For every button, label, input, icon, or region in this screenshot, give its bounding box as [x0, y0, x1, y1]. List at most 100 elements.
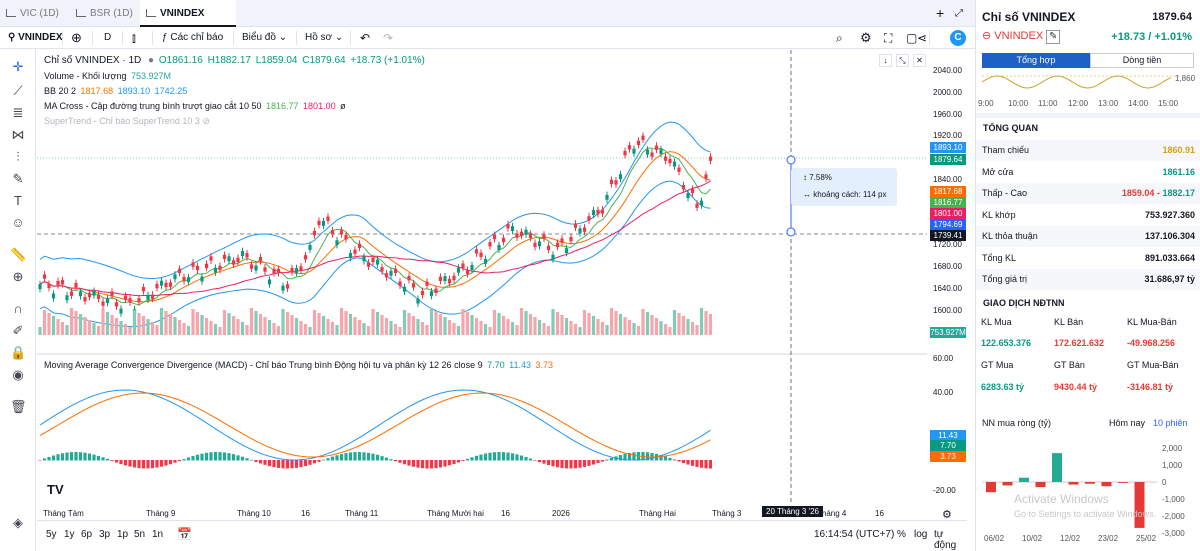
- candle-body: [686, 193, 690, 198]
- close-icon[interactable]: ✕: [913, 54, 926, 67]
- range-1m[interactable]: 1p: [117, 529, 129, 540]
- tab-vnindex[interactable]: VNINDEX (1D)✕: [140, 0, 236, 46]
- chart-svg[interactable]: [37, 50, 967, 520]
- auto-toggle[interactable]: tự động: [934, 529, 957, 551]
- candle-body: [330, 230, 335, 235]
- volume-bar: [654, 318, 659, 335]
- pattern-icon[interactable]: ⋈: [11, 127, 25, 142]
- clock-time[interactable]: 16:14:54 (UTC+7): [814, 529, 895, 540]
- chart-icon: [76, 9, 86, 17]
- volume-bar: [272, 323, 276, 335]
- histogram-bar: [195, 454, 200, 461]
- intraday-sparkline[interactable]: [982, 70, 1194, 100]
- value-badge: 1893.10: [930, 142, 966, 153]
- histogram-bar: [519, 455, 524, 461]
- fullscreen-icon[interactable]: ⛶: [884, 31, 893, 45]
- histogram-bar: [173, 460, 177, 463]
- arrow-down-icon[interactable]: ↓: [879, 54, 892, 67]
- zoom-in-icon[interactable]: ⊕: [12, 269, 24, 284]
- nn-bar: [1002, 482, 1013, 486]
- divider: [62, 31, 63, 45]
- ruler-icon[interactable]: 📏: [10, 247, 27, 262]
- range-5y[interactable]: 5y: [46, 529, 57, 540]
- compare-icon[interactable]: ⊕: [71, 30, 82, 45]
- nn-bar-chart[interactable]: 2,000 1,000 0 -1,000 -2,000 -3,000 06/02 10/02 1…: [982, 437, 1197, 545]
- interval-button[interactable]: D: [104, 32, 112, 43]
- volume-bar: [695, 325, 699, 335]
- candle-body: [38, 284, 42, 290]
- histogram-bar: [560, 460, 564, 468]
- tradingview-logo[interactable]: TV: [47, 482, 64, 497]
- eye-off-icon[interactable]: ⊘: [202, 116, 210, 126]
- bb-legend[interactable]: BB 20 2 1817.68 1893.10 1742.25: [44, 86, 187, 96]
- range-1d[interactable]: 1n: [152, 529, 164, 540]
- brush-icon[interactable]: ✎: [12, 171, 24, 186]
- lock-icon[interactable]: 🔒: [10, 345, 27, 360]
- add-tab-icon[interactable]: +: [936, 5, 945, 21]
- share-icon[interactable]: ⋖: [917, 31, 928, 45]
- zoom-icon[interactable]: ⌕: [836, 31, 843, 45]
- range-6m[interactable]: 6p: [81, 529, 93, 540]
- percent-toggle[interactable]: %: [897, 529, 906, 540]
- fib-icon[interactable]: ≣: [12, 105, 24, 120]
- magnet-icon[interactable]: ∩: [13, 301, 23, 316]
- tab-dong-tien[interactable]: Dòng tiền: [1090, 53, 1194, 68]
- nn-sessions[interactable]: 10 phiên: [1153, 418, 1188, 428]
- volume-bar: [168, 314, 173, 335]
- nn-today[interactable]: Hôm nay: [1109, 418, 1146, 428]
- expand-icon[interactable]: ⤢: [955, 8, 963, 19]
- histogram-bar: [299, 460, 303, 468]
- histogram-bar: [285, 460, 290, 469]
- range-1y[interactable]: 1y: [64, 529, 75, 540]
- histogram-bar: [164, 460, 168, 466]
- macd-legend[interactable]: Moving Average Convergence Divergence (M…: [44, 360, 553, 370]
- st-legend[interactable]: SuperTrend - Chỉ báo SuperTrend 10 3 ⊘: [44, 116, 210, 127]
- histogram-bar: [42, 458, 47, 461]
- undo-icon[interactable]: ↶: [360, 31, 371, 45]
- chart-type-button[interactable]: Biểu đồ ⌄: [242, 27, 287, 49]
- histogram-bar: [186, 457, 191, 461]
- settings-icon[interactable]: ⚙: [860, 30, 872, 45]
- indicators-button[interactable]: ƒ Các chỉ báo: [162, 27, 223, 49]
- ma-legend[interactable]: MA Cross - Cập đường trung bình trượt gi…: [44, 101, 346, 111]
- text-icon[interactable]: T: [14, 193, 22, 208]
- profile-button[interactable]: Hồ sơ ⌄: [305, 27, 343, 49]
- eye-icon[interactable]: ◉: [12, 367, 24, 382]
- range-3m[interactable]: 3p: [99, 529, 111, 540]
- crosshair-icon[interactable]: ✛: [12, 59, 24, 74]
- time-tick: Tháng 4: [817, 509, 847, 518]
- range-5d[interactable]: 5n: [134, 529, 146, 540]
- calendar-icon[interactable]: 📅: [177, 527, 192, 541]
- volume-bar: [452, 323, 456, 335]
- edit-icon[interactable]: ✎: [1046, 30, 1061, 44]
- measure-tools-icon[interactable]: ⫶: [16, 149, 20, 164]
- screenshot-icon[interactable]: ▢: [906, 31, 918, 45]
- candles-icon[interactable]: ⫾: [132, 31, 136, 45]
- logo-icon[interactable]: C: [950, 30, 966, 46]
- spark-time: 13:00: [1098, 99, 1119, 108]
- tab-bsr[interactable]: BSR (1D): [70, 0, 140, 27]
- candle-body: [186, 277, 191, 283]
- candle-body: [285, 284, 290, 289]
- tab-tong-hop[interactable]: Tổng hợp: [982, 53, 1090, 68]
- maximize-icon[interactable]: ⤡: [896, 54, 909, 67]
- volume-legend[interactable]: Volume - Khối lượng 753.927M: [44, 71, 171, 81]
- candle-body: [627, 145, 632, 150]
- redo-icon[interactable]: ↷: [383, 31, 394, 45]
- histogram-bar: [123, 460, 128, 466]
- chart-area[interactable]: Chỉ số VNINDEX · 1D ● O1861.16 H1882.17 …: [37, 50, 967, 521]
- trash-icon[interactable]: 🗑: [10, 399, 27, 414]
- symbol-row[interactable]: ⊖ VNINDEX ✎: [982, 29, 1061, 44]
- pencil-lock-icon[interactable]: ✐: [12, 323, 24, 338]
- volume-bar: [537, 320, 542, 335]
- tab-vic[interactable]: VIC (1D): [0, 0, 68, 27]
- settings-icon[interactable]: ⚙: [942, 509, 952, 521]
- symbol-search[interactable]: ⚲ VNINDEX: [8, 27, 63, 49]
- histogram-bar: [411, 460, 416, 467]
- log-toggle[interactable]: log: [914, 529, 928, 540]
- histogram-bar: [344, 453, 348, 461]
- row-value: 1860.91: [1162, 145, 1195, 155]
- trendline-icon[interactable]: ⟋: [13, 83, 23, 98]
- layers-icon[interactable]: ◈: [13, 515, 23, 530]
- emoji-icon[interactable]: ☺: [11, 215, 25, 230]
